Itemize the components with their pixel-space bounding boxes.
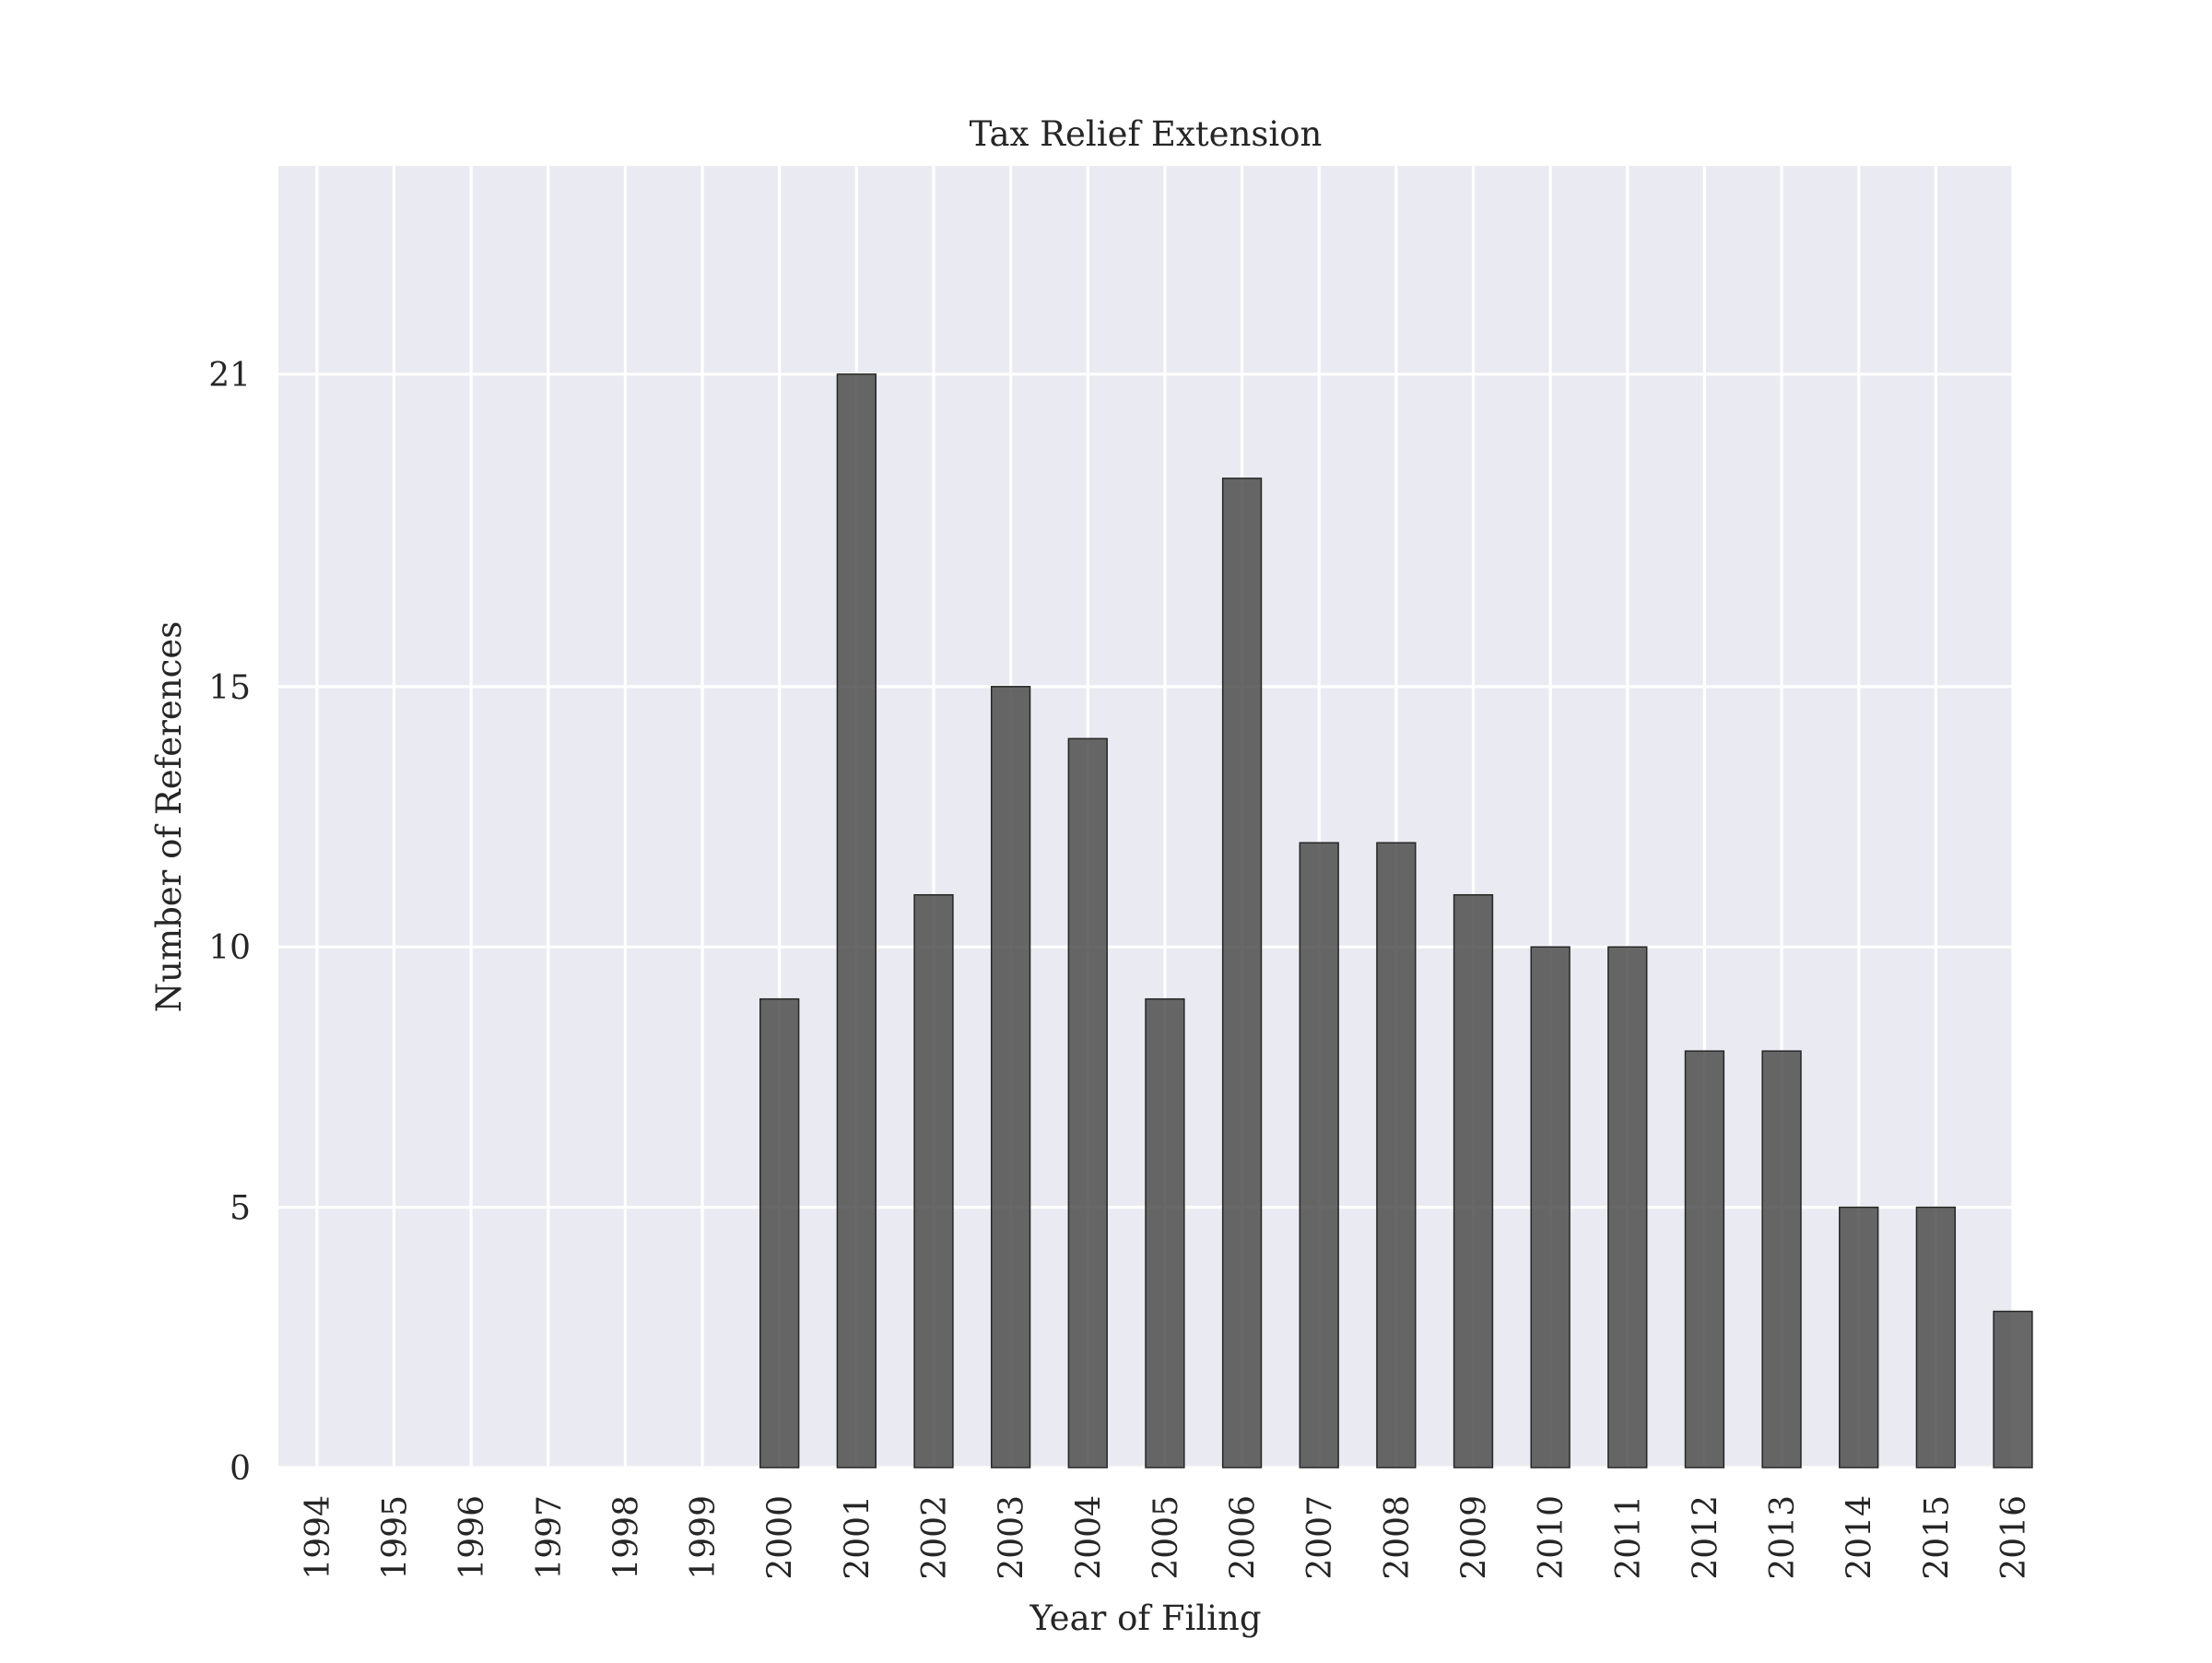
x-tick-label: 1998 (607, 1495, 645, 1580)
bar-2012 (1684, 1050, 1725, 1468)
x-tick-label: 2002 (916, 1495, 954, 1580)
bar-2006 (1221, 478, 1263, 1468)
y-tick-labels: 0 5 10 15 21 (208, 357, 251, 1488)
x-tick-label: 2005 (1147, 1495, 1185, 1580)
x-tick-label: 2004 (1070, 1495, 1108, 1580)
x-tick-label: 2007 (1301, 1495, 1339, 1580)
bar-2003 (990, 686, 1031, 1468)
x-tick-label: 1996 (453, 1495, 491, 1580)
x-tick-label: 2009 (1455, 1495, 1493, 1580)
y-tick-label: 21 (208, 357, 251, 395)
x-tick-label: 2006 (1225, 1495, 1263, 1580)
x-tick-label: 2000 (762, 1495, 800, 1580)
x-tick-labels: 1994 1995 1996 1997 1998 1999 2000 2001 2002 2003… (300, 1495, 2033, 1580)
bar-2011 (1607, 946, 1648, 1468)
bar-2010 (1530, 946, 1571, 1468)
bar-2008 (1376, 842, 1417, 1468)
x-tick-label: 2008 (1379, 1495, 1417, 1580)
x-tick-label: 1995 (376, 1495, 414, 1580)
x-tick-label: 2003 (994, 1495, 1031, 1580)
bar-2016 (1993, 1310, 2033, 1468)
x-tick-label: 1997 (531, 1495, 569, 1580)
x-tick-label: 2014 (1841, 1495, 1879, 1580)
x-tick-label: 2010 (1533, 1495, 1571, 1580)
x-tick-label: 1994 (300, 1495, 337, 1580)
x-tick-label: 1999 (685, 1495, 723, 1580)
bar-2000 (759, 997, 800, 1468)
bars (759, 373, 2033, 1468)
bar-2007 (1299, 842, 1339, 1468)
bar-2004 (1067, 737, 1108, 1468)
y-axis-label: Number of References (149, 621, 189, 1012)
chart-title: Tax Relief Extension (970, 114, 1323, 154)
x-tick-label: 2012 (1687, 1495, 1724, 1580)
x-tick-label: 2001 (839, 1495, 877, 1580)
x-tick-label: 2016 (1995, 1495, 2033, 1580)
x-tick-label: 2011 (1610, 1495, 1648, 1580)
bar-2015 (1915, 1206, 1957, 1468)
x-axis-label: Year of Filing (1029, 1598, 1261, 1638)
y-tick-label: 5 (229, 1190, 251, 1228)
x-tick-label: 2013 (1764, 1495, 1802, 1580)
bar-2002 (913, 893, 954, 1468)
bar-2001 (836, 373, 877, 1468)
y-tick-label: 15 (208, 669, 251, 707)
bar-2013 (1761, 1050, 1802, 1468)
bar-2005 (1145, 997, 1185, 1468)
x-tick-label: 2015 (1918, 1495, 1956, 1580)
y-tick-label: 0 (229, 1450, 251, 1488)
bar-2014 (1839, 1206, 1879, 1468)
bar-2009 (1453, 893, 1494, 1468)
y-tick-label: 10 (208, 929, 251, 967)
